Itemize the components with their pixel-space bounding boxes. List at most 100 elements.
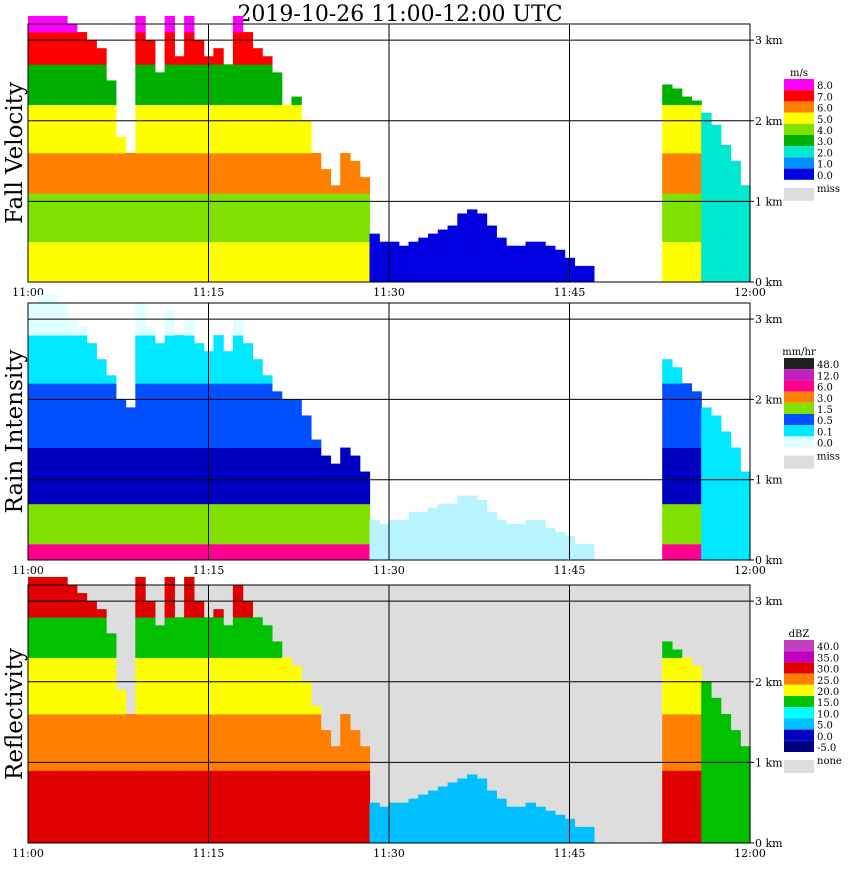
legend-label: 6.0 <box>817 383 833 394</box>
data-cell <box>184 407 194 415</box>
data-cell <box>145 601 155 609</box>
data-cell <box>106 803 116 811</box>
data-cell <box>282 105 292 113</box>
y-tick-label: 0 km <box>755 837 783 850</box>
data-cell <box>116 496 126 504</box>
data-cell <box>272 488 282 496</box>
data-cell <box>67 169 77 177</box>
data-cell <box>321 536 331 544</box>
data-cell <box>467 552 477 560</box>
data-cell <box>340 209 350 217</box>
data-cell <box>48 464 58 472</box>
data-cell <box>506 827 516 835</box>
data-cell <box>252 218 262 226</box>
data-cell <box>535 528 545 536</box>
data-cell <box>243 496 253 504</box>
data-cell <box>740 185 750 193</box>
data-cell <box>321 504 331 512</box>
data-cell <box>350 242 360 250</box>
data-cell <box>77 754 87 762</box>
data-cell <box>574 835 584 843</box>
data-cell <box>330 193 340 201</box>
data-cell <box>340 520 350 528</box>
data-cell <box>135 682 145 690</box>
data-cell <box>96 504 106 512</box>
data-cell <box>701 440 711 448</box>
data-cell <box>233 56 243 64</box>
data-cell <box>272 496 282 504</box>
data-cell <box>223 218 233 226</box>
x-tick-label: 11:45 <box>554 847 586 860</box>
data-cell <box>448 266 458 274</box>
data-cell <box>155 113 165 121</box>
data-cell <box>262 72 272 80</box>
data-cell <box>194 177 204 185</box>
data-cell <box>233 448 243 456</box>
data-cell <box>233 391 243 399</box>
data-cell <box>662 666 672 674</box>
data-cell <box>87 383 97 391</box>
data-cell <box>77 40 87 48</box>
data-cell <box>418 552 428 560</box>
data-cell <box>409 242 419 250</box>
data-cell <box>701 544 711 552</box>
legend-label: 0.0 <box>817 732 833 743</box>
data-cell <box>184 177 194 185</box>
data-cell <box>321 738 331 746</box>
data-cell <box>711 226 721 234</box>
data-cell <box>691 706 701 714</box>
data-cell <box>223 650 233 658</box>
data-cell <box>272 105 282 113</box>
data-cell <box>262 415 272 423</box>
data-cell <box>428 258 438 266</box>
data-cell <box>28 520 38 528</box>
data-cell <box>350 218 360 226</box>
data-cell <box>155 185 165 193</box>
data-cell <box>106 827 116 835</box>
data-cell <box>184 617 194 625</box>
data-cell <box>350 209 360 217</box>
data-cell <box>233 698 243 706</box>
data-cell <box>184 250 194 258</box>
data-cell <box>691 714 701 722</box>
data-cell <box>184 218 194 226</box>
data-cell <box>57 641 67 649</box>
data-cell <box>165 250 175 258</box>
data-cell <box>48 113 58 121</box>
data-cell <box>311 201 321 209</box>
data-cell <box>28 40 38 48</box>
data-cell <box>223 415 233 423</box>
data-cell <box>399 811 409 819</box>
data-cell <box>516 811 526 819</box>
data-cell <box>67 432 77 440</box>
data-cell <box>48 706 58 714</box>
data-cell <box>106 226 116 234</box>
data-cell <box>233 359 243 367</box>
data-cell <box>67 585 77 593</box>
data-cell <box>77 351 87 359</box>
data-cell <box>682 666 692 674</box>
data-cell <box>448 258 458 266</box>
data-cell <box>252 161 262 169</box>
data-cell <box>174 795 184 803</box>
data-cell <box>291 185 301 193</box>
data-cell <box>740 266 750 274</box>
data-cell <box>223 391 233 399</box>
data-cell <box>135 803 145 811</box>
data-cell <box>165 89 175 97</box>
data-cell <box>243 536 253 544</box>
data-cell <box>57 258 67 266</box>
data-cell <box>184 787 194 795</box>
data-cell <box>223 472 233 480</box>
data-cell <box>126 423 136 431</box>
data-cell <box>223 754 233 762</box>
data-cell <box>96 193 106 201</box>
data-cell <box>662 770 672 778</box>
data-cell <box>701 415 711 423</box>
data-cell <box>282 746 292 754</box>
data-cell <box>165 730 175 738</box>
data-cell <box>213 633 223 641</box>
data-cell <box>691 432 701 440</box>
data-cell <box>174 666 184 674</box>
data-cell <box>330 795 340 803</box>
